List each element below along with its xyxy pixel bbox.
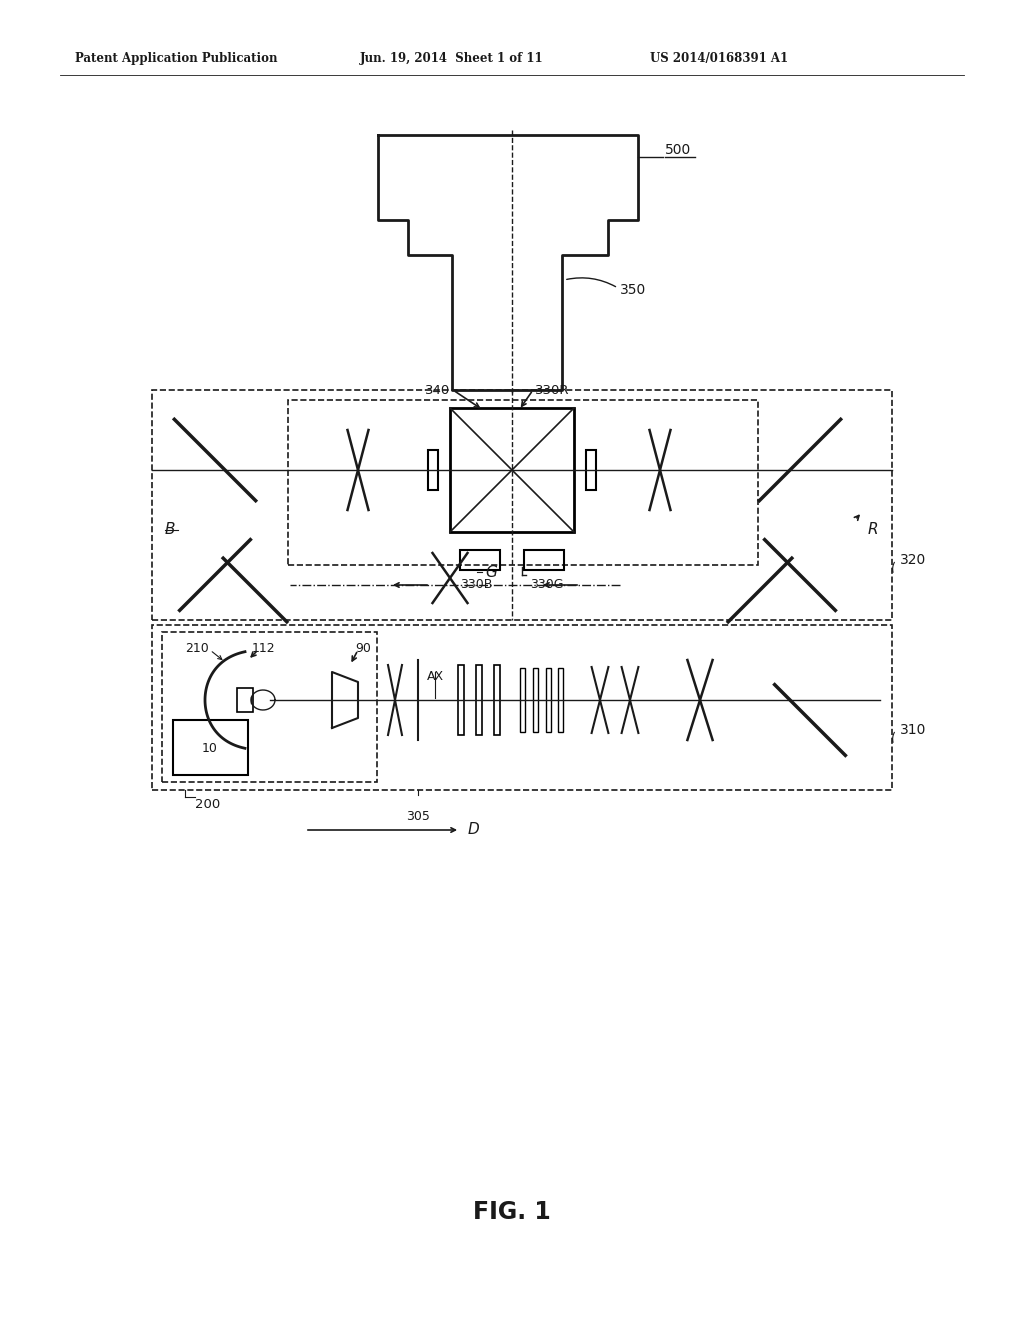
Text: G: G — [485, 565, 497, 579]
Bar — [460, 550, 500, 570]
Text: 210: 210 — [185, 642, 209, 655]
Bar — [450, 408, 574, 532]
Bar — [534, 668, 538, 733]
Text: 350: 350 — [620, 282, 646, 297]
Text: 90: 90 — [355, 642, 371, 655]
Bar — [288, 400, 758, 565]
Text: 10: 10 — [202, 742, 218, 755]
Text: 330G: 330G — [530, 578, 563, 591]
Bar — [152, 389, 892, 620]
Text: 320: 320 — [900, 553, 927, 568]
Text: 305: 305 — [407, 810, 430, 822]
Text: AX: AX — [426, 671, 443, 682]
Bar — [173, 719, 248, 775]
Text: D: D — [468, 822, 480, 837]
Text: 200: 200 — [195, 799, 220, 810]
Text: FIG. 1: FIG. 1 — [473, 1200, 551, 1224]
Text: B: B — [165, 523, 175, 537]
Bar — [546, 668, 551, 733]
Text: US 2014/0168391 A1: US 2014/0168391 A1 — [650, 51, 788, 65]
Bar — [458, 665, 464, 735]
Text: Patent Application Publication: Patent Application Publication — [75, 51, 278, 65]
Bar — [520, 668, 525, 733]
Bar — [586, 450, 596, 490]
Bar — [494, 665, 500, 735]
Bar — [558, 668, 563, 733]
Text: 112: 112 — [252, 642, 275, 655]
Bar — [476, 665, 482, 735]
Bar — [237, 688, 253, 711]
Text: 330B: 330B — [460, 578, 493, 591]
Text: 310: 310 — [900, 723, 927, 737]
Bar — [428, 450, 438, 490]
Bar — [524, 550, 564, 570]
Text: 500: 500 — [665, 143, 691, 157]
Bar — [152, 624, 892, 789]
Text: 340: 340 — [425, 384, 450, 396]
Text: 330R: 330R — [535, 384, 569, 396]
Text: Jun. 19, 2014  Sheet 1 of 11: Jun. 19, 2014 Sheet 1 of 11 — [360, 51, 544, 65]
Text: R: R — [868, 523, 879, 537]
Bar — [162, 632, 377, 781]
